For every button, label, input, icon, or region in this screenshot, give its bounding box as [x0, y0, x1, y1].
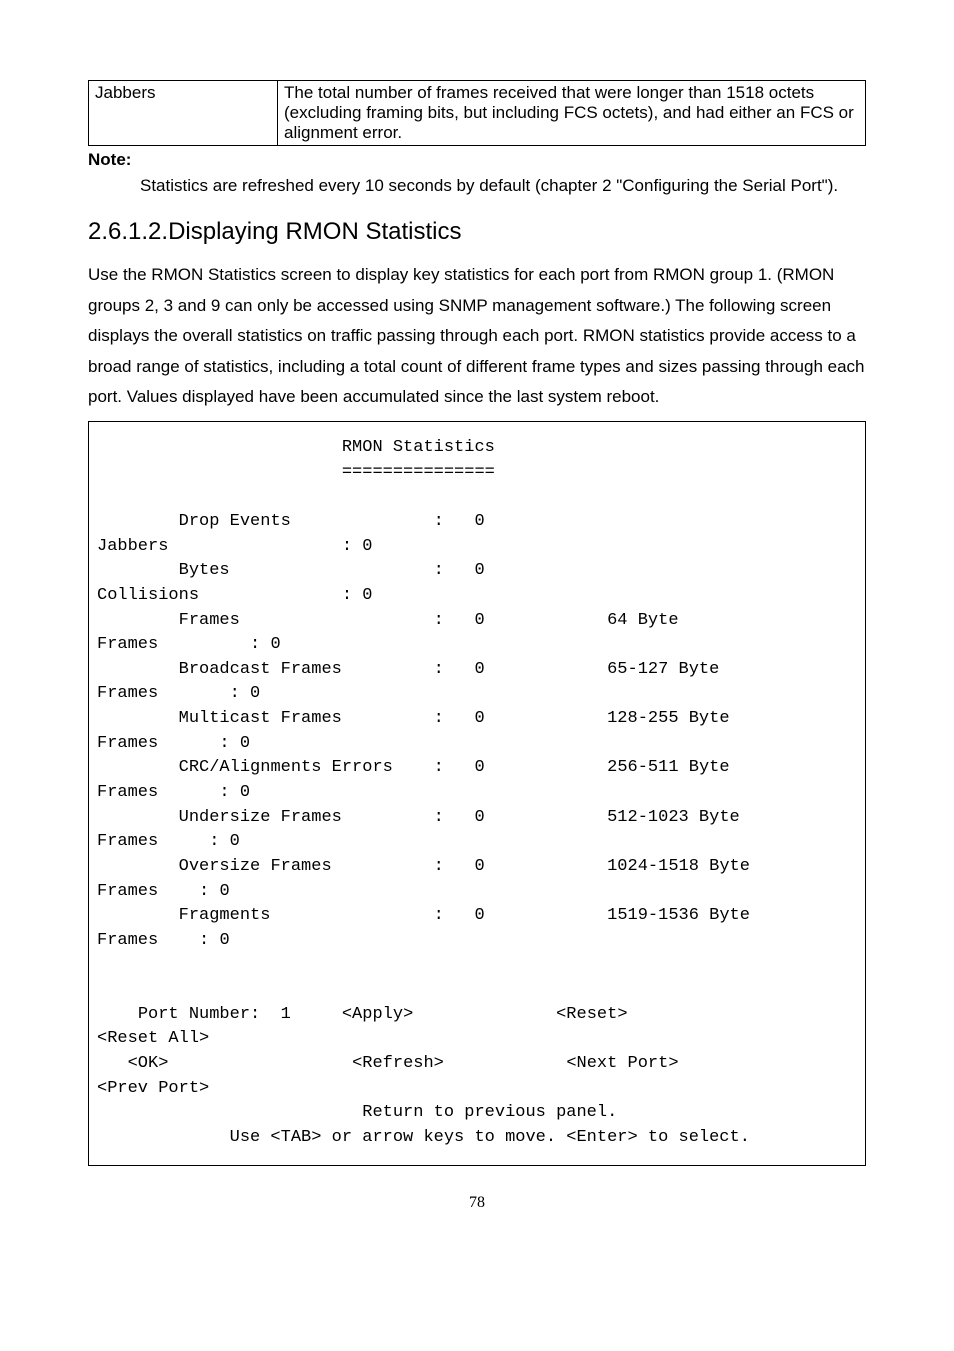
- stat-frames64-label: Frames: [97, 635, 158, 654]
- next-port-button[interactable]: <Next Port>: [566, 1054, 678, 1073]
- stat-frames128-label: Frames: [97, 734, 158, 753]
- prev-port-button[interactable]: <Prev Port>: [97, 1079, 209, 1098]
- terminal-content: RMON Statistics =============== Drop Eve…: [97, 436, 857, 1151]
- stat-crc-value: 0: [475, 758, 485, 777]
- terminal-footer-1: Return to previous panel.: [362, 1103, 617, 1122]
- terminal-screen: RMON Statistics =============== Drop Eve…: [88, 421, 866, 1166]
- port-number-label: Port Number:: [138, 1005, 260, 1024]
- stat-crc-label: CRC/Alignments Errors: [179, 758, 393, 777]
- section-title: Displaying RMON Statistics: [168, 218, 461, 245]
- stat-collisions-value: 0: [362, 586, 372, 605]
- stat-jabbers-value: 0: [362, 537, 372, 556]
- body-paragraph: Use the RMON Statistics screen to displa…: [88, 260, 866, 413]
- stat-undersize-label: Undersize Frames: [179, 808, 342, 827]
- definition-table: Jabbers The total number of frames recei…: [88, 80, 866, 146]
- stat-drop-events-label: Drop Events: [179, 512, 291, 531]
- def-definition: The total number of frames received that…: [278, 81, 866, 146]
- stat-collisions-label: Collisions: [97, 586, 199, 605]
- stat-oversize-label: Oversize Frames: [179, 857, 332, 876]
- stat-bytes-value: 0: [474, 561, 484, 580]
- stat-multicast-right: 128-255 Byte: [607, 709, 729, 728]
- stat-frames1519-label: Frames: [97, 931, 158, 950]
- stat-frames128-value: 0: [240, 734, 250, 753]
- stat-jabbers-label: Jabbers: [97, 537, 168, 556]
- stat-broadcast-label: Broadcast Frames: [179, 660, 342, 679]
- note-body: Statistics are refreshed every 10 second…: [140, 172, 866, 200]
- stat-frames-right: 64 Byte: [607, 611, 678, 630]
- section-heading: 2.6.1.2.Displaying RMON Statistics: [88, 218, 866, 246]
- stat-frames-label: Frames: [179, 611, 240, 630]
- note-label: Note:: [88, 150, 866, 170]
- stat-oversize-value: 0: [474, 857, 484, 876]
- stat-undersize-right: 512-1023 Byte: [607, 808, 740, 827]
- stat-bytes-label: Bytes: [179, 561, 230, 580]
- apply-button[interactable]: <Apply>: [342, 1005, 413, 1024]
- stat-fragments-right: 1519-1536 Byte: [607, 906, 750, 925]
- page-number: 78: [88, 1194, 866, 1212]
- stat-frames64-value: 0: [270, 635, 280, 654]
- stat-drop-events-value: 0: [474, 512, 484, 531]
- stat-crc-right: 256-511 Byte: [607, 758, 729, 777]
- terminal-divider: ===============: [342, 463, 495, 482]
- stat-oversize-right: 1024-1518 Byte: [607, 857, 750, 876]
- stat-frames1024-value: 0: [219, 882, 229, 901]
- stat-multicast-value: 0: [474, 709, 484, 728]
- reset-button[interactable]: <Reset>: [556, 1005, 627, 1024]
- stat-undersize-value: 0: [474, 808, 484, 827]
- stat-fragments-label: Fragments: [179, 906, 271, 925]
- stat-multicast-label: Multicast Frames: [179, 709, 342, 728]
- terminal-title: RMON Statistics: [342, 438, 495, 457]
- port-number-value: 1: [281, 1005, 291, 1024]
- stat-frames1519-value: 0: [219, 931, 229, 950]
- stat-frames-value: 0: [474, 611, 484, 630]
- stat-fragments-value: 0: [475, 906, 485, 925]
- stat-frames1024-label: Frames: [97, 882, 158, 901]
- stat-frames256-value: 0: [240, 783, 250, 802]
- stat-broadcast-value: 0: [474, 660, 484, 679]
- stat-frames65-value: 0: [250, 684, 260, 703]
- stat-frames65-label: Frames: [97, 684, 158, 703]
- stat-frames512-label: Frames: [97, 832, 158, 851]
- reset-all-button[interactable]: <Reset All>: [97, 1029, 209, 1048]
- def-term: Jabbers: [89, 81, 278, 146]
- stat-broadcast-right: 65-127 Byte: [607, 660, 719, 679]
- stat-frames512-value: 0: [230, 832, 240, 851]
- refresh-button[interactable]: <Refresh>: [352, 1054, 444, 1073]
- section-number: 2.6.1.2.: [88, 218, 168, 245]
- ok-button[interactable]: <OK>: [128, 1054, 169, 1073]
- terminal-footer-2: Use <TAB> or arrow keys to move. <Enter>…: [230, 1128, 750, 1147]
- stat-frames256-label: Frames: [97, 783, 158, 802]
